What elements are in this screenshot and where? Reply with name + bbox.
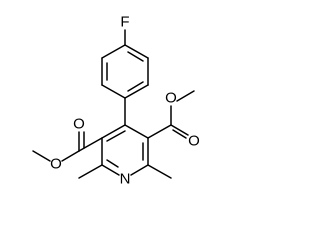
molecule-diagram: F O O O O N <box>32 14 200 188</box>
atom-label: O <box>50 156 62 173</box>
atom-label: O <box>188 133 200 150</box>
atom-label: F <box>120 14 129 31</box>
bonds <box>32 29 195 179</box>
atom-label: O <box>73 116 85 133</box>
atom-label: N <box>120 171 131 188</box>
atom-labels: F O O O O N <box>50 14 200 188</box>
atom-label: O <box>165 90 177 107</box>
